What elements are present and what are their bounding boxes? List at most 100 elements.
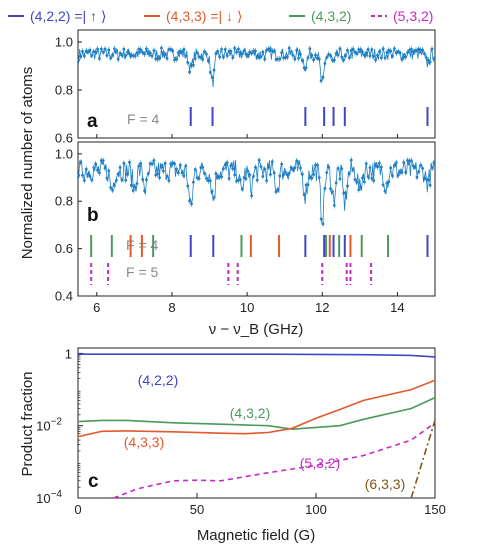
data-point (426, 58, 430, 62)
data-point (165, 56, 169, 60)
data-point (111, 188, 114, 192)
data-point (107, 48, 111, 52)
data-point (336, 53, 340, 57)
data-point (126, 172, 130, 176)
data-point (406, 51, 409, 54)
panel-b-xtick-label-1: 8 (168, 300, 175, 315)
data-point (267, 165, 270, 169)
legend-label-2: (4,3,3) =| ↓ ⟩ (166, 8, 242, 24)
data-point (225, 54, 229, 58)
data-point (351, 167, 355, 171)
data-point (252, 174, 255, 178)
data-point (426, 178, 430, 182)
data-point (280, 51, 284, 55)
data-point (340, 55, 344, 59)
data-point (218, 55, 222, 59)
data-point (90, 54, 94, 57)
data-point (225, 161, 229, 165)
data-point (393, 163, 396, 167)
data-point (370, 48, 374, 51)
data-point (274, 190, 278, 194)
data-point (415, 175, 419, 179)
data-point (193, 168, 197, 171)
data-point (182, 48, 186, 51)
data-point (165, 174, 169, 178)
data-point (208, 179, 212, 183)
data-point (101, 159, 105, 162)
panel-label-b: b (87, 205, 99, 226)
data-point (361, 50, 364, 54)
panel-b-ytick-label-3: 1.0 (55, 146, 73, 161)
data-point (300, 59, 304, 63)
data-point (96, 47, 99, 51)
data-point (203, 50, 207, 53)
data-point (421, 167, 424, 170)
data-point (261, 175, 265, 178)
data-point (338, 177, 342, 181)
data-point (368, 166, 372, 169)
data-point (103, 166, 107, 170)
panel-b-xtick-label-2: 10 (240, 300, 254, 315)
data-point (355, 52, 359, 55)
data-point (169, 47, 173, 51)
data-point (122, 161, 126, 165)
data-point (184, 54, 188, 58)
data-point (186, 61, 190, 64)
data-point (353, 178, 357, 181)
data-point (351, 47, 355, 51)
data-point (175, 167, 178, 171)
data-point (81, 49, 84, 53)
data-point (381, 47, 385, 51)
data-point (82, 179, 86, 182)
data-point (176, 171, 180, 175)
data-point (336, 166, 340, 170)
data-point (120, 53, 124, 57)
data-point (82, 54, 86, 58)
data-point (163, 162, 167, 165)
data-point (430, 166, 434, 169)
data-point (314, 53, 317, 57)
data-point (428, 60, 432, 64)
x-axis-title-bottom: Magnetic field (G) (197, 527, 315, 544)
data-point (86, 172, 90, 176)
data-point (312, 173, 316, 176)
data-point (216, 49, 220, 53)
data-point (272, 49, 276, 53)
data-point (188, 199, 192, 203)
data-point (430, 47, 434, 51)
data-point (285, 173, 289, 177)
data-point (400, 58, 404, 61)
data-point (158, 56, 161, 60)
series-line-(4,2,2) (78, 353, 436, 358)
data-point (220, 175, 223, 179)
data-point (398, 51, 402, 55)
data-point (389, 166, 393, 170)
data-point (193, 57, 197, 60)
data-point (135, 51, 139, 55)
data-point (419, 163, 423, 167)
data-point (144, 47, 148, 51)
panel-b-f-label-3: F = 5 (126, 264, 159, 280)
data-point (276, 187, 280, 191)
spectrum-trace (78, 46, 435, 88)
data-point (284, 170, 287, 174)
data-point (319, 79, 323, 83)
data-point (265, 179, 269, 183)
data-point (124, 178, 128, 182)
data-point (259, 55, 263, 58)
data-point (402, 160, 406, 164)
data-point (129, 183, 133, 187)
data-point (105, 54, 109, 57)
data-point (210, 76, 214, 79)
data-point (161, 169, 165, 173)
data-point (109, 186, 113, 190)
data-point (229, 49, 233, 53)
data-point (163, 53, 167, 56)
data-point (237, 47, 240, 51)
data-point (246, 169, 250, 173)
data-point (342, 58, 346, 62)
data-point (242, 49, 246, 53)
data-point (107, 169, 111, 173)
data-point (334, 51, 338, 55)
data-point (139, 162, 143, 165)
